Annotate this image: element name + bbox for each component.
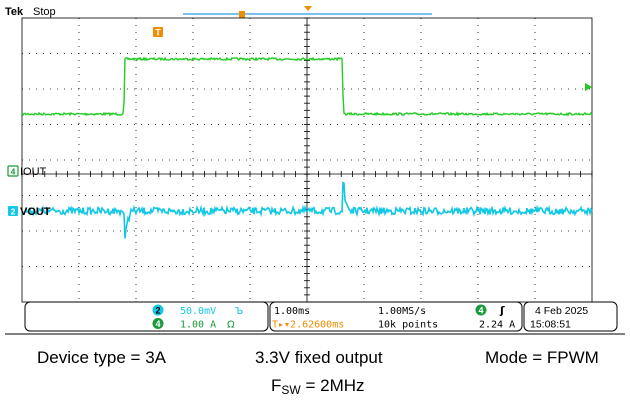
svg-text:T: T	[155, 28, 161, 38]
svg-text:4: 4	[478, 306, 483, 316]
sample-rate: 1.00MS/s	[378, 306, 426, 317]
series-label-iout: IOUT	[20, 166, 47, 178]
record-position-bar	[183, 6, 432, 18]
caption-fixed-output: 3.3V fixed output	[255, 348, 383, 367]
date: 4 Feb 2025	[535, 305, 588, 317]
trigger-level: 2.24 A	[479, 320, 515, 331]
svg-text:2: 2	[155, 306, 160, 316]
trace-iout	[21, 56, 593, 117]
ch1-level-marker	[585, 83, 592, 91]
datetime-box: 4 Feb 2025 15:08:51	[523, 301, 618, 332]
trigger-slope: ʃ	[499, 304, 505, 317]
vertical-readout-box: 2 50.0mV Ъ 4 1.00 A Ω	[24, 301, 269, 332]
ch4-ohm: Ω	[227, 320, 235, 331]
ch2-scale: 50.0mV	[180, 306, 216, 317]
ch4-marker: 4	[7, 165, 19, 177]
run-state-label: Stop	[33, 6, 56, 18]
graticule	[21, 17, 593, 303]
caption-device-type: Device type = 3A	[37, 348, 166, 367]
svg-text:4: 4	[155, 319, 160, 329]
record-length: 10k points	[378, 320, 438, 331]
series-label-vout: VOUT	[20, 206, 51, 218]
svg-text:4: 4	[11, 167, 16, 177]
horizontal-readout-box: 1.00ms 1.00MS/s T▸▾2.62600ms 10k points …	[269, 301, 523, 332]
ch2-marker: 2	[8, 206, 18, 217]
trigger-position-marker: T	[153, 27, 163, 38]
oscilloscope-screen: Tek Stop T 4 IOUT 2 VOUT 2 50.0mV Ъ 4 1.…	[5, 6, 625, 335]
timebase: 1.00ms	[274, 306, 310, 317]
ch2-bw-symbol: Ъ	[235, 306, 243, 317]
trigger-position: T▸▾2.62600ms	[272, 320, 344, 331]
caption-switching-frequency: FSW = 2MHz	[271, 376, 365, 397]
time: 15:08:51	[530, 319, 571, 331]
svg-text:2: 2	[11, 207, 16, 217]
brand-label: Tek	[5, 6, 24, 18]
ch4-scale: 1.00 A	[180, 320, 216, 331]
caption-mode: Mode = FPWM	[485, 348, 599, 367]
trace-vout	[21, 181, 593, 239]
